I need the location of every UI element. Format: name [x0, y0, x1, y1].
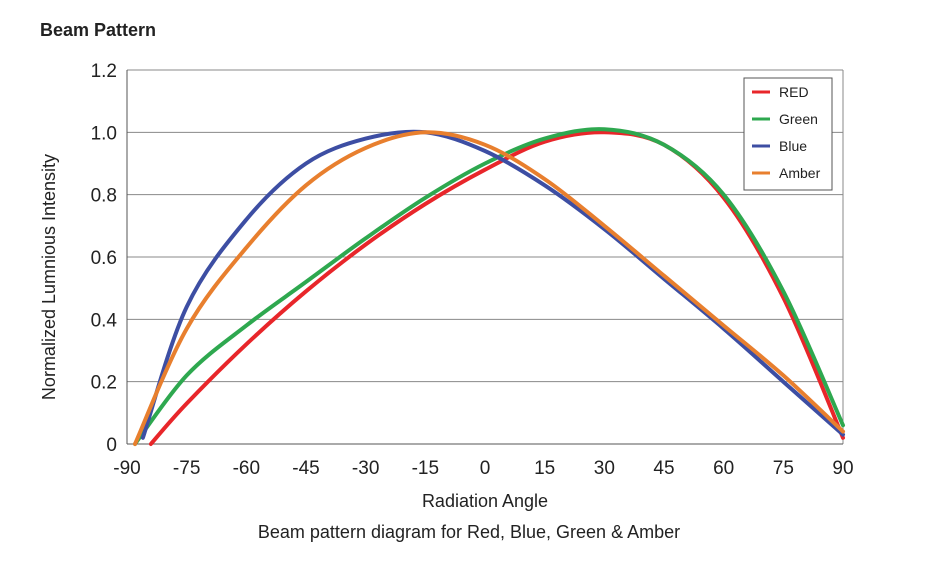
series-line-green [133, 127, 845, 446]
chart-caption: Beam pattern diagram for Red, Blue, Gree… [257, 522, 681, 542]
series-line-blue [140, 129, 845, 440]
legend-box [743, 77, 833, 191]
y-tick-label: 0.2 [91, 373, 117, 394]
axis-layer [126, 70, 843, 445]
x-tick-label: -15 [412, 458, 439, 479]
series-line-amber [133, 130, 845, 446]
y-tick-label: 0.8 [91, 186, 117, 207]
x-tick-label: 45 [653, 458, 674, 479]
x-tick-label: -60 [233, 458, 260, 479]
x-tick-label: -45 [292, 458, 319, 479]
x-tick-label: 90 [832, 458, 853, 479]
x-tick-label: -30 [352, 458, 379, 479]
legend-label-blue: Blue [779, 138, 807, 154]
x-tick-label: 60 [713, 458, 734, 479]
y-tick-label: 1.2 [91, 61, 117, 82]
x-axis-title: Radiation Angle [422, 491, 548, 511]
legend-label-red: RED [779, 84, 809, 100]
x-tick-label: 75 [773, 458, 794, 479]
series-line-red [148, 130, 845, 446]
legend-label-amber: Amber [779, 165, 821, 181]
y-axis-title: Normalized Lumnious Intensity [39, 154, 59, 400]
legend-label-green: Green [779, 111, 818, 127]
y-tick-label: 0.6 [91, 248, 117, 269]
x-tick-label: 15 [534, 458, 555, 479]
x-tick-label: 0 [480, 458, 491, 479]
chart-heading: Beam Pattern [40, 20, 157, 40]
x-tick-label: -75 [173, 458, 200, 479]
series-layer [133, 127, 845, 446]
x-tick-label: -90 [113, 458, 140, 479]
tick-layer: 0 0.2 0.4 0.6 0.8 1.0 1.2 -90 -75 -60 -45 -30 -15 0 15… [91, 61, 854, 479]
y-tick-label: 1.0 [91, 123, 117, 144]
grid-layer [127, 69, 844, 444]
x-tick-label: 30 [594, 458, 615, 479]
y-tick-label: 0 [106, 435, 117, 456]
y-tick-label: 0.4 [91, 310, 118, 331]
legend: RED Green Blue Amber [743, 77, 833, 191]
